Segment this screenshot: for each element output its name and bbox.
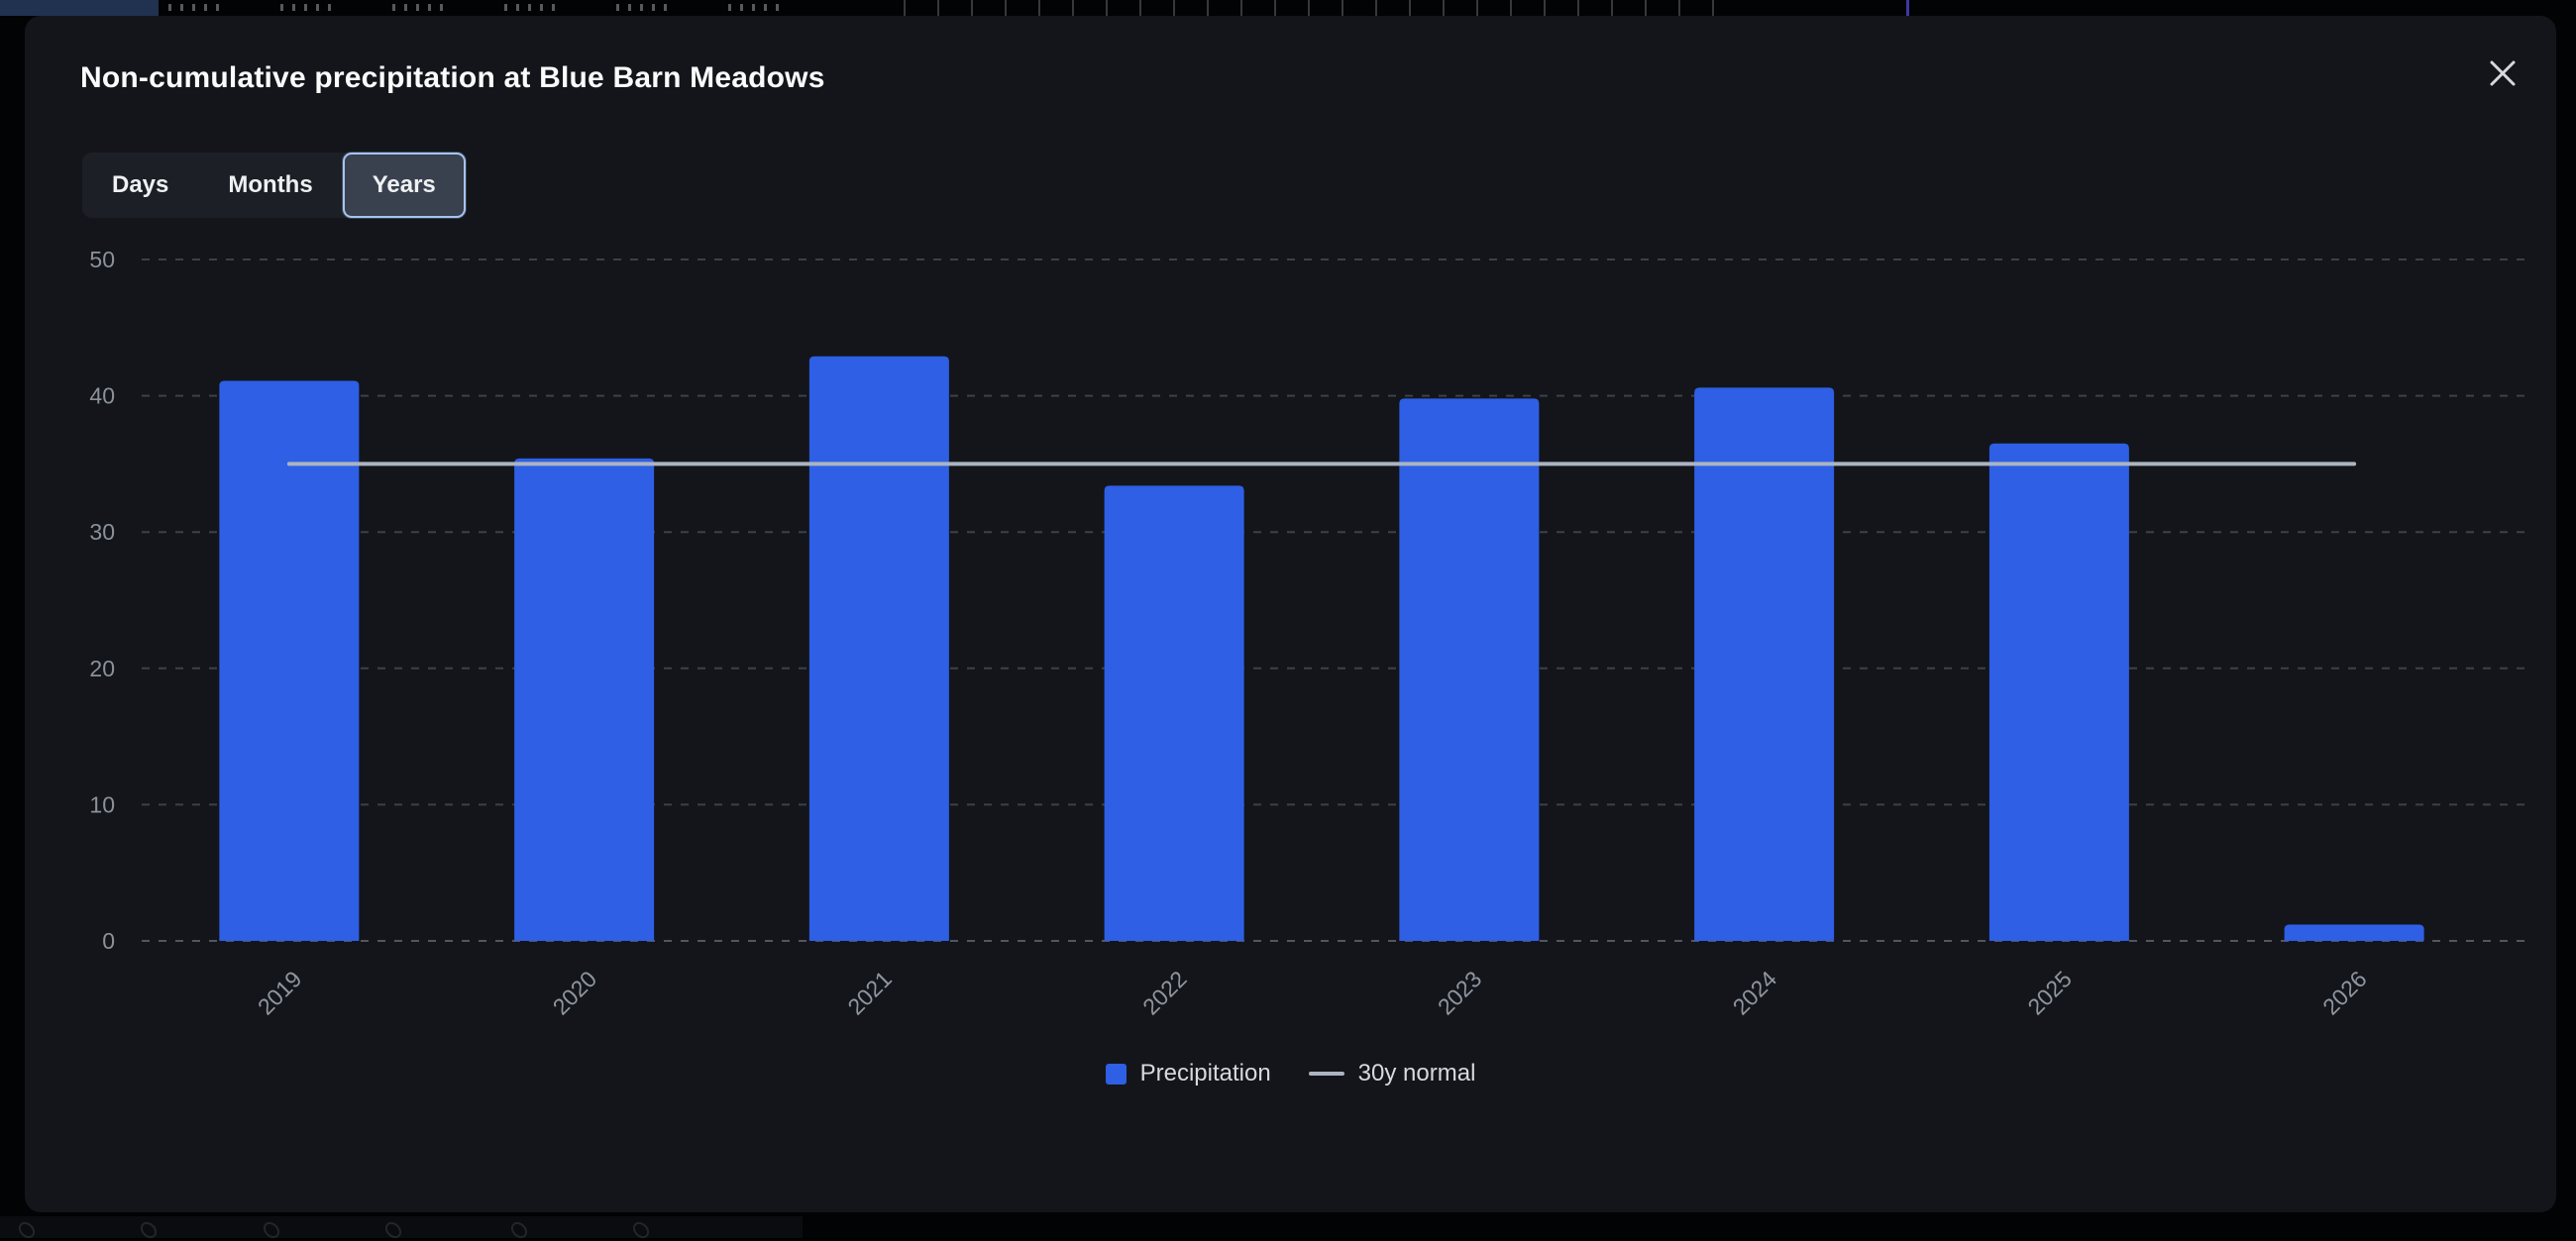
x-axis-tick-2019: 2019	[253, 966, 307, 1020]
bar-2021[interactable]	[808, 356, 949, 941]
background-tick-marks	[280, 4, 338, 11]
background-highlight-block	[0, 0, 159, 16]
tab-days[interactable]: Days	[82, 153, 198, 218]
precipitation-bar-chart: 0 10 20 30 40 50 2019 2020 2021 2022 2023 2024 2025 2…	[89, 247, 2526, 1020]
background-cursor-line	[1906, 0, 1909, 16]
y-axis-tick-50: 50	[89, 247, 115, 272]
y-axis-tick-40: 40	[89, 383, 115, 409]
tab-months[interactable]: Months	[198, 153, 342, 218]
close-icon	[2488, 58, 2518, 88]
period-tabs: Days Months Years	[82, 153, 466, 218]
y-axis-tick-30: 30	[89, 519, 115, 545]
y-axis-tick-10: 10	[89, 791, 115, 817]
background-chart-lines	[904, 0, 1726, 16]
legend-label-precipitation: Precipitation	[1139, 1060, 1271, 1086]
background-tick-marks	[392, 4, 450, 11]
bar-2023[interactable]	[1399, 398, 1540, 941]
x-axis-tick-2023: 2023	[1433, 966, 1487, 1020]
x-axis-tick-2024: 2024	[1728, 966, 1782, 1020]
bar-2019[interactable]	[219, 380, 360, 941]
normal-line-swatch-icon	[1308, 1072, 1344, 1076]
tab-years[interactable]: Years	[342, 153, 466, 218]
background-tick-marks	[168, 4, 226, 11]
legend-item-precipitation: Precipitation	[1105, 1060, 1271, 1087]
x-axis-tick-2026: 2026	[2317, 966, 2372, 1020]
page-title: Non-cumulative precipitation at Blue Bar…	[80, 61, 825, 94]
background-bottom-band	[0, 1216, 803, 1238]
bar-2020[interactable]	[514, 458, 655, 941]
legend-label-normal: 30y normal	[1357, 1060, 1476, 1086]
x-axis-tick-2021: 2021	[842, 966, 897, 1020]
bar-2022[interactable]	[1104, 485, 1244, 941]
precipitation-swatch-icon	[1105, 1063, 1127, 1085]
legend-item-normal: 30y normal	[1308, 1060, 1476, 1087]
background-tick-marks	[504, 4, 562, 11]
bar-2026[interactable]	[2284, 924, 2424, 941]
x-axis-tick-2020: 2020	[548, 966, 602, 1020]
chart-legend: Precipitation 30y normal	[25, 1056, 2556, 1091]
y-axis-tick-20: 20	[89, 656, 115, 681]
background-tick-marks	[616, 4, 674, 11]
y-axis-tick-0: 0	[102, 928, 115, 954]
background-tick-marks	[728, 4, 786, 11]
x-axis-tick-2025: 2025	[2022, 966, 2077, 1020]
bar-2025[interactable]	[1988, 443, 2129, 941]
bar-2024[interactable]	[1694, 387, 1835, 941]
close-button[interactable]	[2485, 55, 2521, 91]
precipitation-modal: Non-cumulative precipitation at Blue Bar…	[25, 16, 2556, 1212]
x-axis-tick-2022: 2022	[1137, 966, 1192, 1020]
